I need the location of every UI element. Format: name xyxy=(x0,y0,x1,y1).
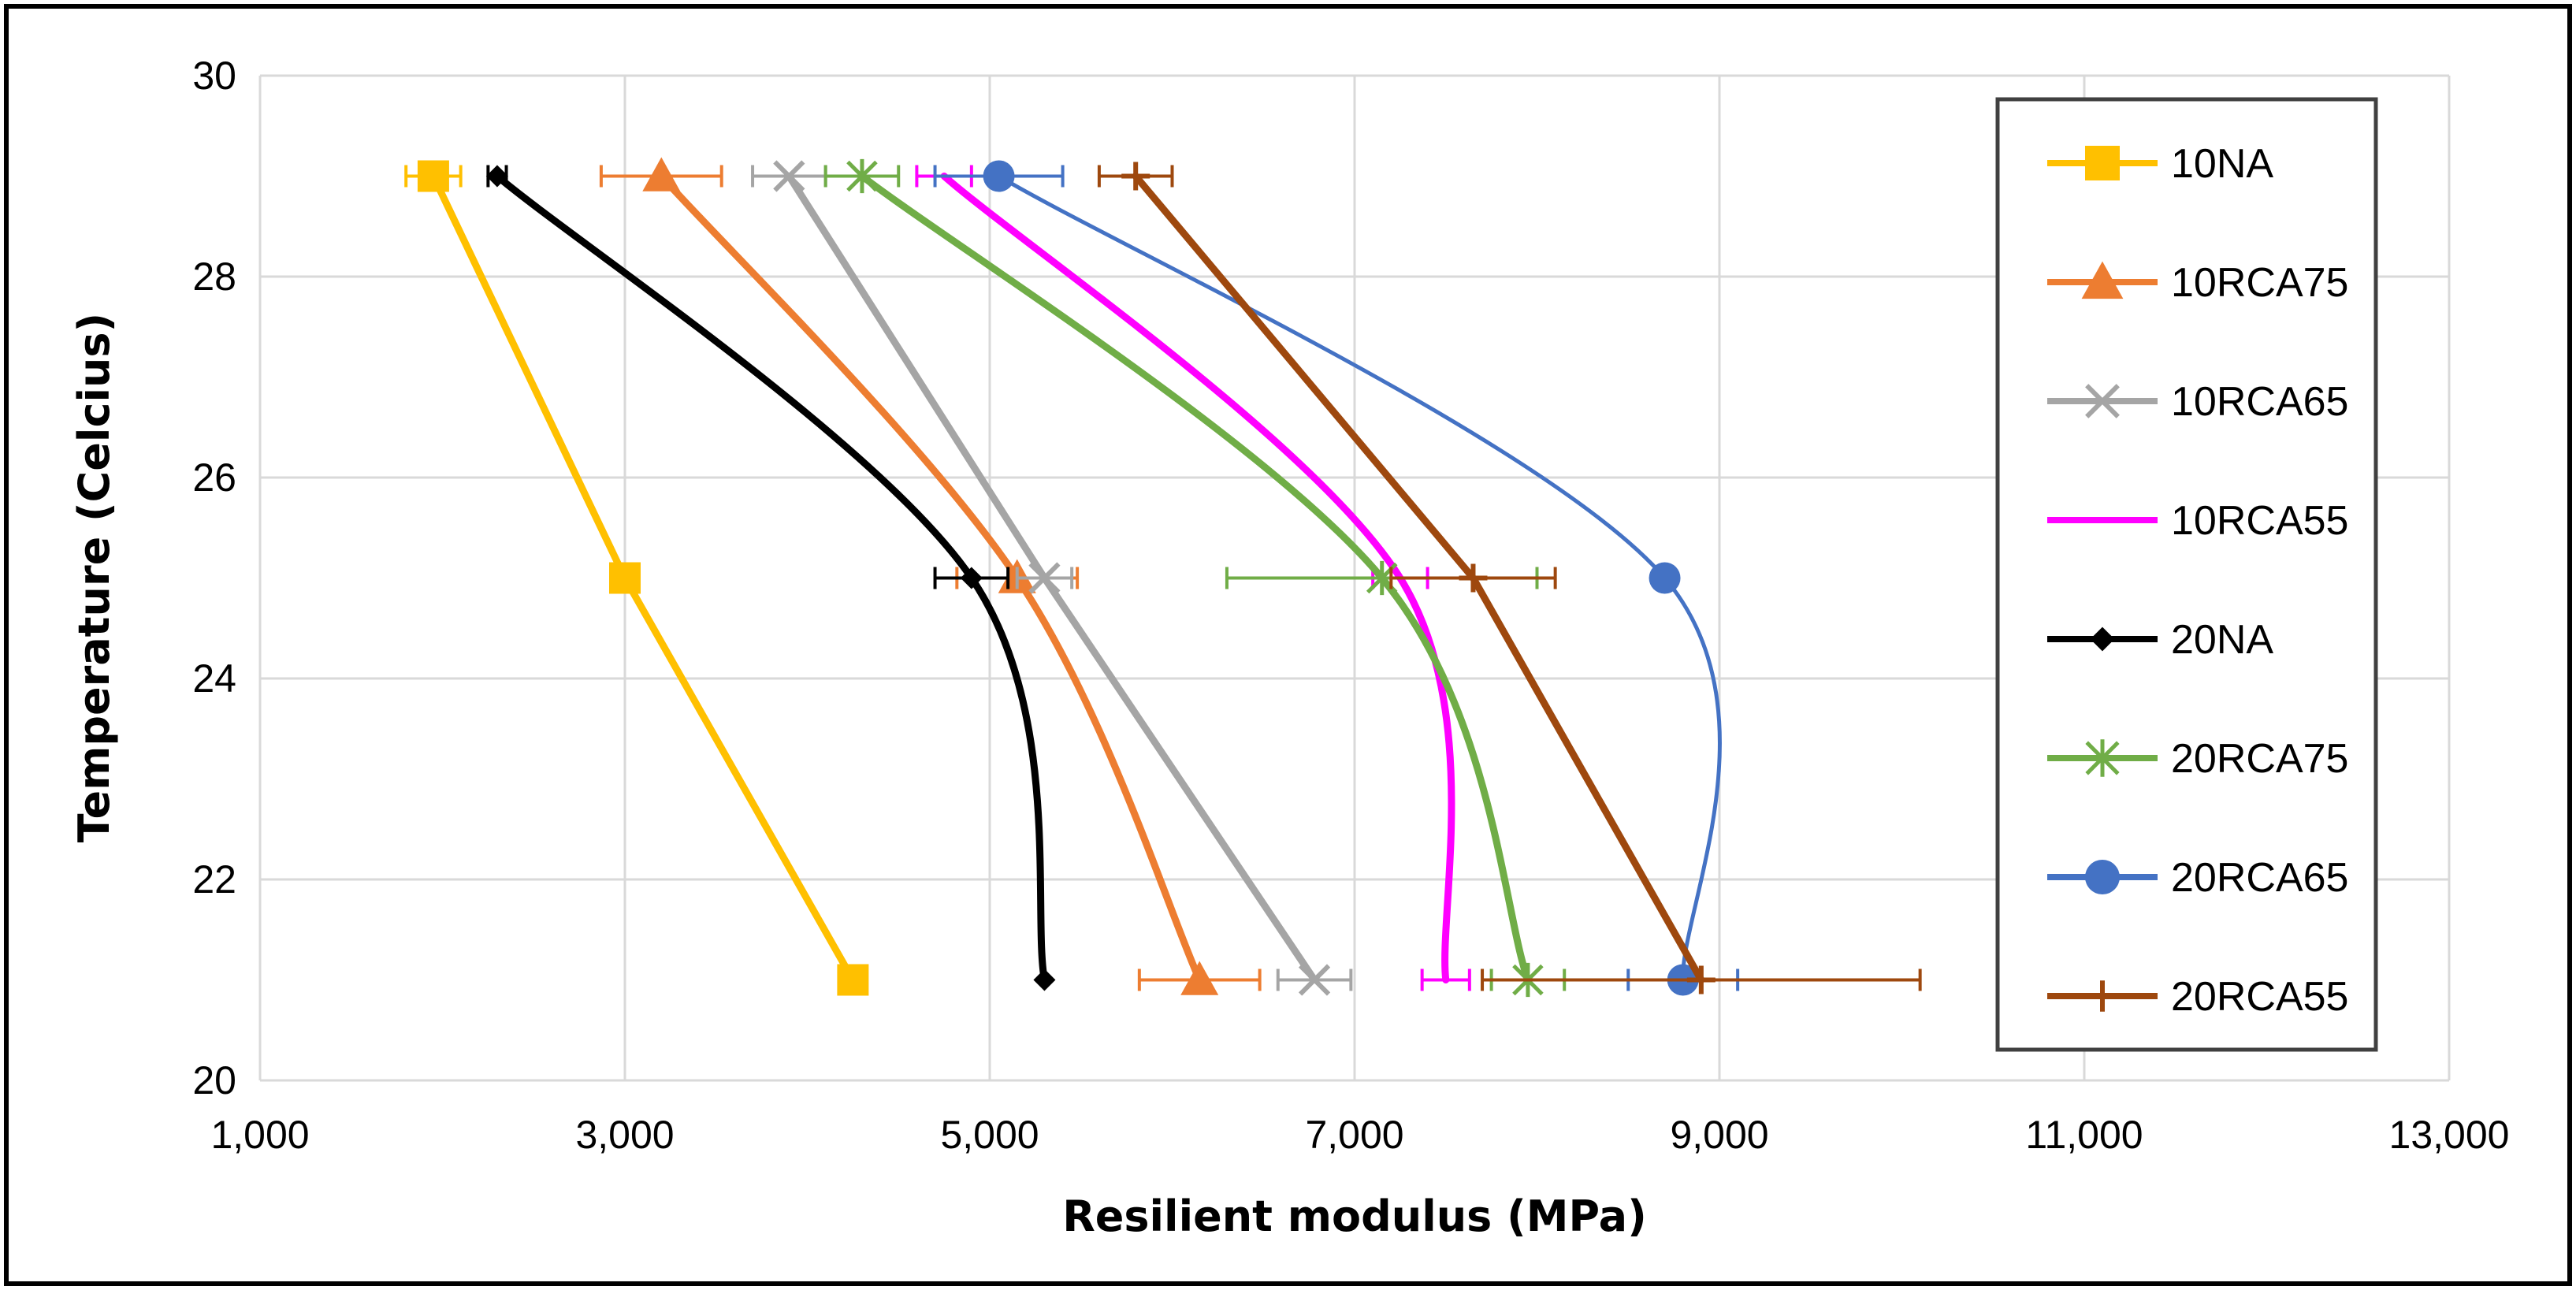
circle-marker xyxy=(983,160,1015,192)
legend-label: 10RCA75 xyxy=(2171,260,2348,306)
x-axis-title: Resilient modulus (MPa) xyxy=(1062,1191,1647,1241)
series-10NA xyxy=(404,160,869,996)
plus-marker xyxy=(2087,980,2118,1012)
x-tick-label: 9,000 xyxy=(1670,1113,1768,1157)
legend-box xyxy=(1995,97,2378,1052)
diamond-marker xyxy=(2090,626,2115,652)
legend-item-20RCA55: 20RCA55 xyxy=(2047,974,2348,1020)
x-marker xyxy=(2085,384,2120,418)
legend-label: 10RCA55 xyxy=(2171,498,2348,544)
x-marker xyxy=(773,160,805,192)
axis-ticks: 1,000 3,000 5,000 7,000 9,000 11,000 13,000 20 2… xyxy=(192,54,2509,1157)
legend-item-10RCA75: 10RCA75 xyxy=(2047,260,2348,306)
plus-marker xyxy=(1686,965,1715,994)
diamond-marker xyxy=(1033,968,1056,991)
legend-item-20RCA75: 20RCA75 xyxy=(2047,736,2348,782)
plus-marker xyxy=(1121,162,1150,191)
triangle-marker xyxy=(1180,961,1219,995)
series-line xyxy=(493,173,1048,983)
x-tick-label: 7,000 xyxy=(1305,1113,1403,1157)
square-marker xyxy=(2085,146,2120,180)
x-tick-label: 11,000 xyxy=(2025,1113,2143,1157)
square-marker xyxy=(837,964,869,996)
triangle-marker xyxy=(642,157,681,191)
star-marker xyxy=(846,158,878,194)
legend-label: 20RCA75 xyxy=(2171,736,2348,782)
series-20NA xyxy=(485,165,1056,991)
legend-label: 20RCA65 xyxy=(2171,855,2348,901)
y-tick-label: 24 xyxy=(192,656,236,701)
circle-marker xyxy=(1649,562,1681,594)
legend-item-10NA: 10NA xyxy=(2047,141,2273,187)
triangle-marker xyxy=(2081,261,2124,299)
square-marker xyxy=(609,562,641,594)
y-axis-title: Temperature (Celcius) xyxy=(69,313,119,842)
x-marker xyxy=(1028,562,1061,594)
y-tick-label: 20 xyxy=(192,1058,236,1102)
legend-label: 10NA xyxy=(2171,141,2273,187)
x-tick-label: 5,000 xyxy=(940,1113,1039,1157)
legend-item-10RCA65: 10RCA65 xyxy=(2047,379,2348,425)
series-line xyxy=(997,174,1722,982)
y-tick-label: 30 xyxy=(192,54,236,98)
legend-label: 10RCA65 xyxy=(2171,379,2348,425)
legend: 10NA 10RCA75 10RCA65 10RCA55 20NA 20RCA75 20RC… xyxy=(1995,97,2378,1052)
diamond-marker xyxy=(485,165,508,188)
x-marker xyxy=(1298,964,1331,996)
y-tick-label: 28 xyxy=(192,255,236,299)
plus-marker xyxy=(1459,563,1488,593)
diamond-marker xyxy=(960,567,983,589)
series-line xyxy=(858,173,1532,983)
circle-marker xyxy=(2085,860,2120,894)
series-10RCA65 xyxy=(751,160,1353,996)
y-tick-label: 22 xyxy=(192,857,236,902)
series-20RCA55 xyxy=(1097,162,1922,994)
y-tick-label: 26 xyxy=(192,455,236,500)
legend-label: 20NA xyxy=(2171,617,2273,663)
star-marker xyxy=(2085,739,2120,777)
legend-item-20RCA65: 20RCA65 xyxy=(2047,855,2348,901)
series-line xyxy=(940,173,1455,983)
x-tick-label: 1,000 xyxy=(210,1113,309,1157)
square-marker xyxy=(417,160,449,192)
x-tick-label: 13,000 xyxy=(2389,1113,2510,1157)
x-tick-label: 3,000 xyxy=(575,1113,674,1157)
legend-label: 20RCA55 xyxy=(2171,974,2348,1020)
legend-item-20NA: 20NA xyxy=(2047,617,2273,663)
legend-item-10RCA55: 10RCA55 xyxy=(2047,498,2348,544)
series xyxy=(404,157,1922,998)
